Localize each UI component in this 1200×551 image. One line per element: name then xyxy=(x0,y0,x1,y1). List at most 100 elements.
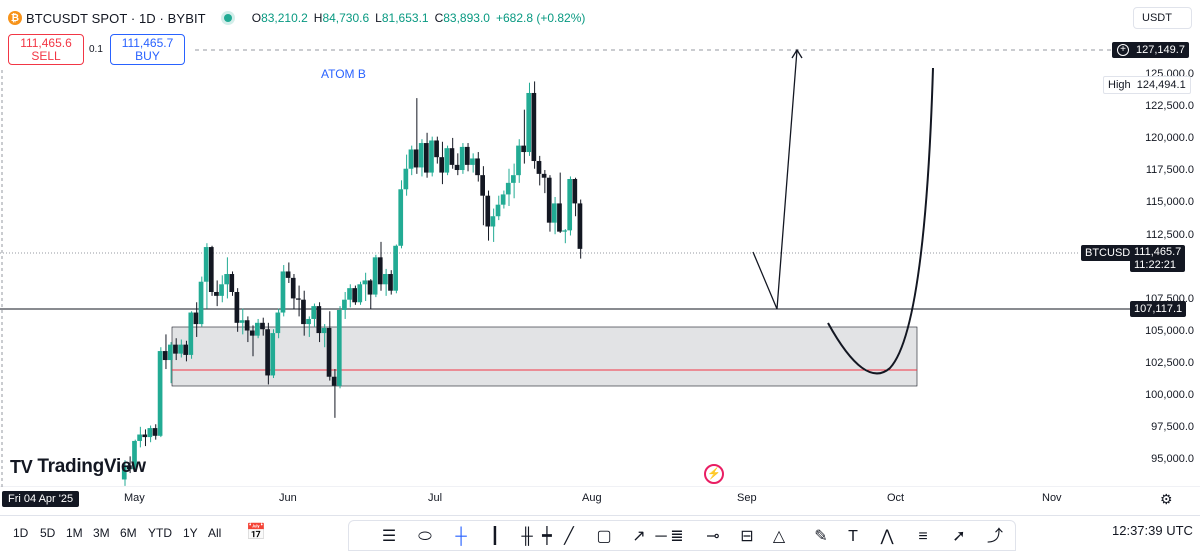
measure-icon[interactable]: ⊟ xyxy=(740,528,754,545)
symbol-title[interactable]: BTCUSDT SPOT · 1D · BYBIT xyxy=(26,10,206,26)
timeframe-6m[interactable]: 6M xyxy=(120,526,137,540)
ohlc-values: O83,210.2 H84,730.6 L81,653.1 C83,893.0 … xyxy=(251,11,586,25)
candle-body xyxy=(326,327,332,377)
candles-icon[interactable]: ┿ xyxy=(542,528,552,545)
fib-icon[interactable]: ≡ xyxy=(918,528,928,545)
candle-body xyxy=(162,351,168,361)
candle-body xyxy=(152,428,158,436)
support-zone-rectangle xyxy=(171,326,918,387)
vertical-line-icon[interactable]: ┃ xyxy=(490,528,500,545)
price-tick-label: 112,500.0 xyxy=(1145,228,1194,241)
ray-icon[interactable]: ↗ xyxy=(632,528,646,545)
candle-body xyxy=(249,330,255,336)
high-label: High 124,494.1 xyxy=(1103,76,1191,94)
time-tick-label: Aug xyxy=(582,492,602,504)
chart-annotation-text[interactable]: ATOM B xyxy=(321,67,366,81)
gear-icon[interactable]: ⚙ xyxy=(1160,491,1173,507)
candle-body xyxy=(321,327,327,334)
candle-body xyxy=(132,440,137,470)
timeframe-all[interactable]: All xyxy=(208,526,222,540)
timeframe-1y[interactable]: 1Y xyxy=(183,526,198,540)
time-tick-label: May xyxy=(124,492,145,504)
candle-body xyxy=(526,92,532,153)
candle-body xyxy=(557,203,562,232)
brush-icon[interactable]: ✎ xyxy=(814,528,828,545)
timeframe-ytd[interactable]: YTD xyxy=(148,526,172,540)
candle-body xyxy=(459,146,465,171)
text-icon[interactable]: T xyxy=(848,528,858,545)
candle-body xyxy=(377,257,383,285)
candle-body xyxy=(485,195,491,227)
candle-body xyxy=(403,168,409,190)
path-icon[interactable]: ⤴ xyxy=(986,528,1003,545)
candle-body xyxy=(142,434,148,438)
projection-curve xyxy=(827,67,934,375)
chart-pane[interactable] xyxy=(0,0,1200,487)
horizontal-ray-icon[interactable]: ─ xyxy=(655,528,667,545)
long-position-icon[interactable]: ⊸ xyxy=(706,528,720,545)
candle-body xyxy=(423,143,429,173)
candle-body xyxy=(219,284,224,296)
tradingview-logo[interactable]: TV TradingView xyxy=(10,456,146,477)
candle-body xyxy=(398,189,404,246)
timeframe-1m[interactable]: 1M xyxy=(66,526,83,540)
horizontal-line-icon[interactable]: ☰ xyxy=(381,528,397,545)
candle-body xyxy=(495,204,501,217)
bars-icon[interactable]: ╫ xyxy=(521,528,533,545)
candle-body xyxy=(188,312,194,355)
candle-body xyxy=(173,344,178,354)
candle-body xyxy=(260,322,265,330)
candle-body xyxy=(352,288,357,303)
price-tick-label: 105,000.0 xyxy=(1145,324,1194,337)
candle-body xyxy=(383,274,388,285)
candle-body xyxy=(183,344,189,355)
flash-icon[interactable]: ⚡ xyxy=(704,464,724,484)
sell-label: SELL xyxy=(31,49,61,63)
market-status-icon xyxy=(223,14,232,22)
candle-body xyxy=(342,299,347,310)
tradingview-logo-icon: TV xyxy=(10,456,33,477)
arrow-icon[interactable]: ➚ xyxy=(952,528,966,545)
drawing-toolbar: ☰ ⬭ ┼ ┃ ╫ ┿ ╱ ▢ ↗ ─ ≣ ⊸ ⊟ △ ✎ T ⋀ ≡ ➚ ⤴ xyxy=(348,520,1016,551)
rectangle-icon[interactable]: ▢ xyxy=(596,528,612,545)
add-alert-icon[interactable]: + xyxy=(1117,44,1129,56)
bitcoin-icon: ₿ xyxy=(8,11,22,25)
candle-body xyxy=(347,288,352,300)
time-tick-label: Oct xyxy=(887,492,905,504)
calendar-range-icon[interactable]: 📅 xyxy=(246,524,266,541)
last-price-tag: 111,465.7 11:22:21 xyxy=(1130,245,1186,272)
buy-button[interactable]: 111,465.7 BUY xyxy=(110,34,185,65)
head-shoulders-icon[interactable]: ⋀ xyxy=(880,528,894,545)
currency-select[interactable]: USDT xyxy=(1133,7,1192,29)
candle-body xyxy=(244,320,250,331)
time-tick-label: Jun xyxy=(279,492,297,504)
price-chart[interactable] xyxy=(0,0,1200,487)
trendline-icon[interactable]: ╱ xyxy=(564,528,574,545)
candle-body xyxy=(429,140,434,173)
bottom-toolbar: 1D 5D 1M 3M 6M YTD 1Y All 📅 xyxy=(0,515,1200,551)
sell-button[interactable]: 111,465.6 SELL xyxy=(8,34,84,65)
candle-body xyxy=(541,173,547,178)
crosshair-icon[interactable]: ┼ xyxy=(455,528,467,545)
triangle-icon[interactable]: △ xyxy=(772,528,786,545)
candle-body xyxy=(551,203,557,223)
ellipse-icon[interactable]: ⬭ xyxy=(418,528,432,545)
parallel-channel-icon[interactable]: ≣ xyxy=(670,528,684,545)
candle-body xyxy=(157,351,163,436)
candle-body xyxy=(127,465,132,470)
timeframe-5d[interactable]: 5D xyxy=(40,526,56,540)
candle-body xyxy=(449,148,455,165)
timeframe-3m[interactable]: 3M xyxy=(93,526,110,540)
price-tick-label: 97,500.0 xyxy=(1151,421,1194,434)
utc-clock[interactable]: 12:37:39 UTC xyxy=(1112,523,1193,538)
time-tick-label: Sep xyxy=(737,492,757,504)
candle-body xyxy=(454,164,460,171)
candle-body xyxy=(362,280,368,285)
price-tick-label: 120,000.0 xyxy=(1145,132,1194,145)
timeframe-1d[interactable]: 1D xyxy=(13,526,29,540)
symbol-header: ₿ BTCUSDT SPOT · 1D · BYBIT O83,210.2 H8… xyxy=(8,8,585,28)
candle-body xyxy=(301,299,306,325)
change-value: +682.8 (+0.82%) xyxy=(495,11,586,25)
candle-body xyxy=(198,281,204,325)
candle-body xyxy=(444,148,450,173)
